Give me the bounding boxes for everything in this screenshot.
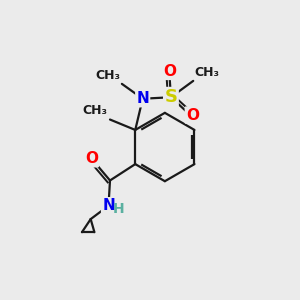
Text: CH₃: CH₃ xyxy=(82,104,108,117)
Text: H: H xyxy=(113,202,125,216)
Text: CH₃: CH₃ xyxy=(95,69,120,82)
Text: O: O xyxy=(85,151,98,166)
Text: O: O xyxy=(163,64,176,79)
Text: S: S xyxy=(164,88,177,106)
Text: N: N xyxy=(136,91,149,106)
Text: CH₃: CH₃ xyxy=(195,66,220,80)
Text: N: N xyxy=(102,198,115,213)
Text: O: O xyxy=(186,108,199,123)
